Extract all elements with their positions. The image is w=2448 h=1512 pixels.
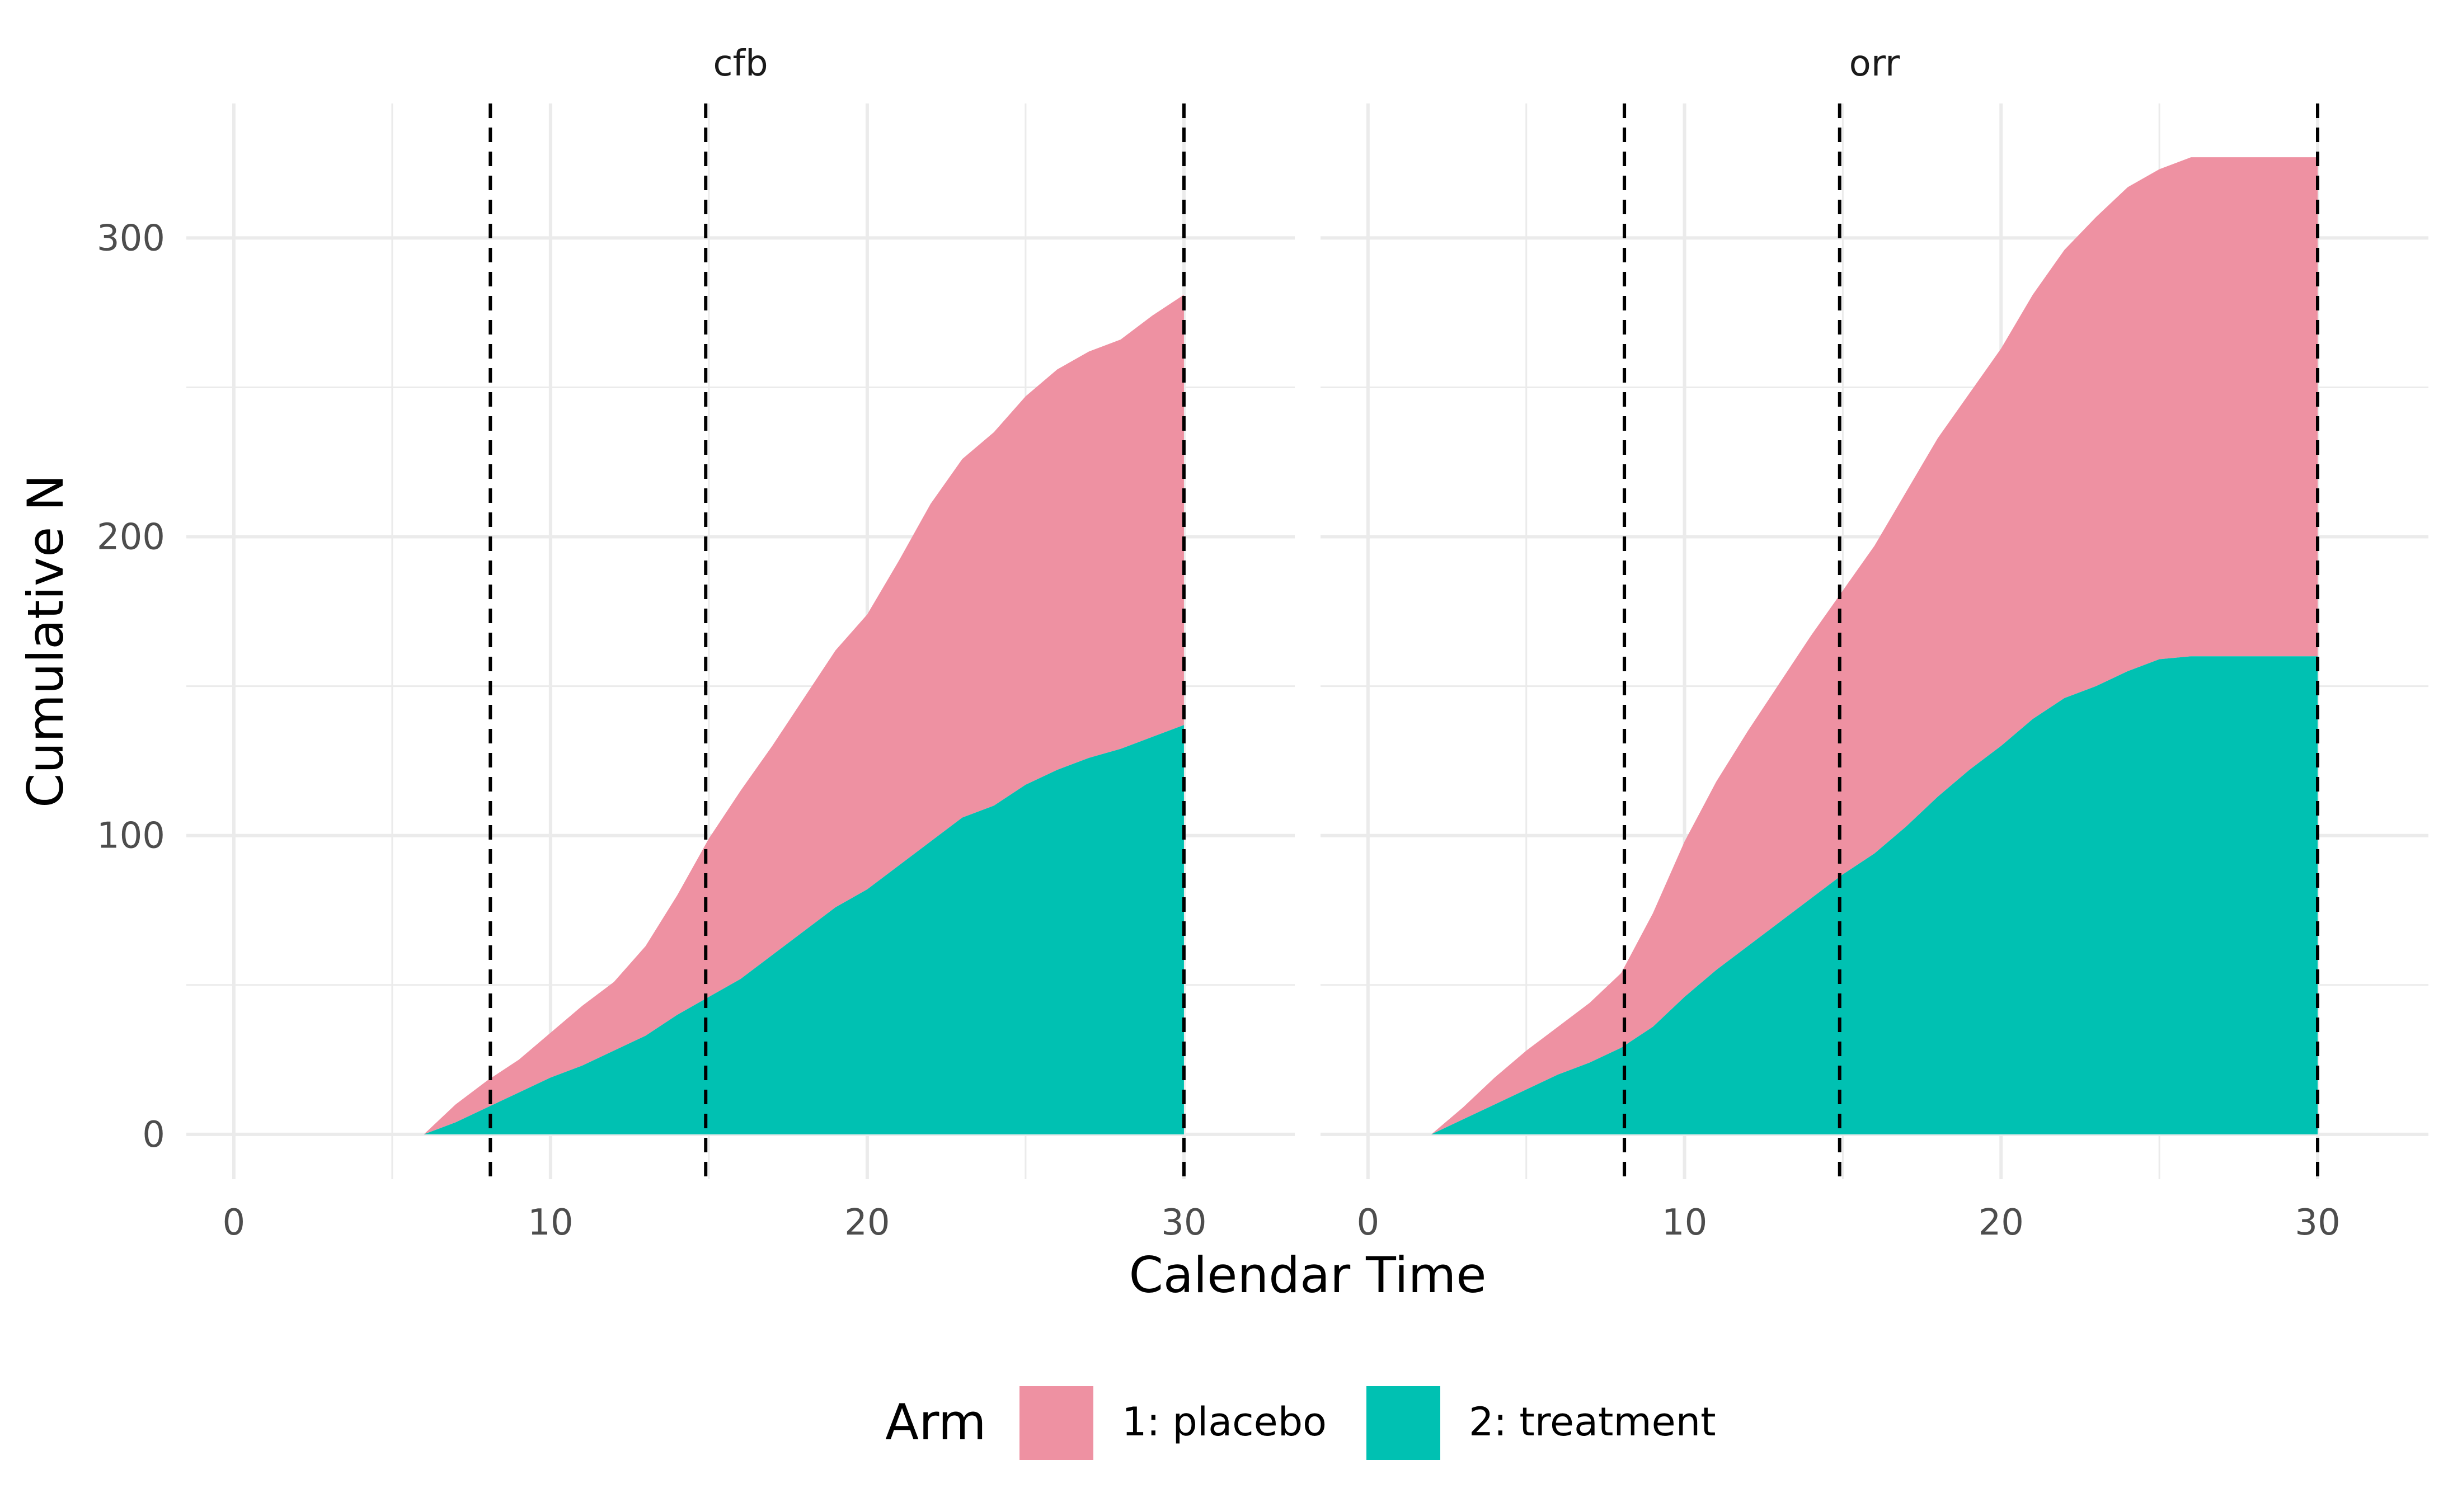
y-tick-label: 200: [97, 517, 165, 558]
legend-key-treatment: [1366, 1386, 1440, 1460]
x-tick-label: 20: [1979, 1202, 2024, 1243]
panel-title-cfb: cfb: [713, 43, 768, 84]
legend: Arm 1: placebo 2: treatment: [885, 1386, 1716, 1460]
x-tick-label: 0: [223, 1202, 246, 1243]
area-treatment: [1431, 656, 2318, 1134]
legend-label-treatment: 2: treatment: [1469, 1399, 1716, 1445]
area-placebo: [1431, 157, 2318, 1134]
y-tick-label: 300: [97, 218, 165, 259]
x-tick-label: 0: [1356, 1202, 1379, 1243]
legend-label-placebo: 1: placebo: [1122, 1399, 1327, 1445]
x-tick-label: 10: [528, 1202, 573, 1243]
panel-title-orr: orr: [1849, 43, 1900, 84]
x-tick-label: 30: [1161, 1202, 1206, 1243]
x-axis-title: Calendar Time: [1129, 1246, 1486, 1304]
x-tick-label: 30: [2295, 1202, 2340, 1243]
y-axis-title: Cumulative N: [17, 474, 74, 808]
area-placebo: [424, 294, 1184, 1134]
panel-orr: orr 0 10 20 30: [1321, 43, 2428, 1243]
area-treatment: [424, 725, 1184, 1134]
y-tick-label: 0: [142, 1114, 165, 1156]
legend-key-placebo: [1019, 1386, 1093, 1460]
legend-title: Arm: [885, 1393, 986, 1451]
x-tick-label: 10: [1662, 1202, 1707, 1243]
x-tick-label: 20: [844, 1202, 890, 1243]
y-tick-label: 100: [97, 816, 165, 857]
panel-cfb: cfb 0 10 20 30: [186, 43, 1295, 1243]
